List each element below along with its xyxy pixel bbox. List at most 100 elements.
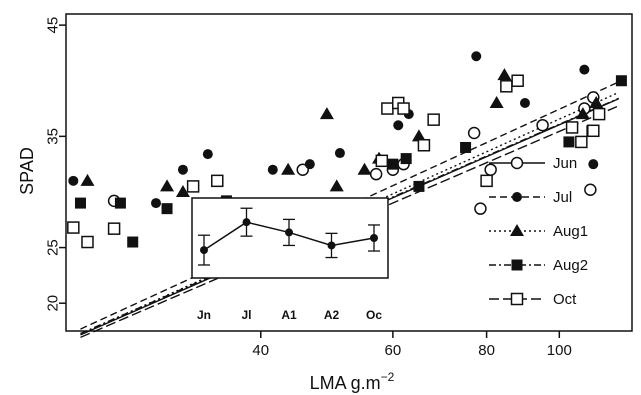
- inset-frame: [191, 197, 389, 279]
- point-jun: [369, 167, 383, 181]
- inset-label-jn: Jn: [197, 308, 211, 322]
- point-aug1: [160, 179, 175, 192]
- point-aug1: [329, 179, 344, 192]
- point-oct: [107, 222, 121, 235]
- x-axis: 40 60 80 100: [252, 331, 572, 359]
- x-axis-title-text: LMA g.m: [310, 373, 381, 393]
- point-aug2: [127, 236, 139, 248]
- point-jul: [393, 120, 404, 131]
- inset-label-jl: Jl: [241, 308, 251, 322]
- point-jun: [467, 126, 481, 140]
- inset-point: [285, 228, 293, 237]
- x-axis-title: LMA g.m−2: [310, 370, 395, 393]
- inset-label-a2: A2: [324, 308, 340, 322]
- point-aug1: [589, 95, 604, 108]
- point-oct: [565, 121, 579, 134]
- point-jun: [536, 118, 549, 132]
- y-tick-label-20: 20: [45, 295, 62, 312]
- point-oct: [427, 113, 440, 126]
- y-tick-label-45: 45: [45, 17, 62, 34]
- point-aug1: [319, 107, 334, 120]
- legend-label-aug1: Aug1: [553, 223, 588, 240]
- inset-point: [200, 246, 208, 255]
- plot-frame: [65, 13, 633, 332]
- point-oct: [575, 135, 588, 149]
- point-oct: [397, 102, 410, 115]
- data-markers: [67, 51, 627, 249]
- legend-label-oct: Oct: [553, 291, 577, 308]
- point-oct: [511, 74, 524, 87]
- point-aug1: [357, 162, 372, 175]
- point-oct: [67, 221, 80, 234]
- point-jun: [584, 183, 597, 196]
- point-oct: [211, 174, 224, 188]
- point-aug2: [74, 197, 86, 209]
- point-jul: [579, 64, 590, 75]
- legend-marker-aug2: [511, 259, 523, 271]
- legend-label-aug2: Aug2: [553, 257, 588, 274]
- x-tick-label-80: 80: [478, 342, 495, 359]
- point-jul: [588, 159, 599, 170]
- point-oct: [375, 154, 389, 168]
- point-aug2: [161, 203, 173, 215]
- point-jul: [151, 198, 162, 209]
- point-jul: [177, 164, 188, 175]
- x-tick-label-60: 60: [385, 342, 402, 359]
- point-aug2: [413, 180, 425, 192]
- legend-marker-oct: [510, 292, 524, 306]
- point-oct: [480, 174, 493, 188]
- point-aug2: [615, 75, 627, 87]
- point-aug2: [460, 141, 472, 153]
- point-jul: [267, 164, 278, 175]
- point-jul: [334, 148, 345, 159]
- point-aug1: [281, 162, 296, 175]
- point-aug1: [489, 95, 504, 108]
- inset-label-oc: Oc: [366, 308, 382, 322]
- x-axis-title-superscript: −2: [381, 370, 395, 384]
- point-oct: [592, 107, 606, 121]
- point-aug2: [114, 197, 126, 209]
- point-aug2: [563, 136, 575, 148]
- inset-point: [370, 234, 378, 242]
- point-oct: [417, 138, 431, 152]
- inset-label-a1: A1: [281, 308, 297, 322]
- point-aug1: [411, 129, 426, 142]
- legend-marker-aug1: [510, 224, 524, 236]
- point-jul: [68, 175, 79, 186]
- point-oct: [587, 124, 600, 138]
- legend-marker-jul: [512, 192, 522, 202]
- point-jun: [474, 202, 487, 215]
- point-oct: [500, 80, 513, 93]
- inset-point: [242, 218, 251, 227]
- legend-label-jul: Jul: [553, 189, 572, 206]
- legend-marker-jun: [510, 156, 524, 170]
- x-tick-label-40: 40: [252, 342, 269, 359]
- point-jun: [484, 163, 497, 176]
- legend-label-jun: Jun: [553, 155, 577, 172]
- y-tick-label-35: 35: [45, 128, 62, 145]
- point-jun: [296, 163, 309, 176]
- inset-point: [327, 241, 336, 250]
- x-tick-label-100: 100: [547, 342, 572, 359]
- point-aug1: [497, 68, 512, 81]
- point-oct: [186, 180, 200, 193]
- point-aug1: [175, 184, 190, 197]
- main-plot: [65, 13, 633, 332]
- y-axis-title: SPAD: [17, 147, 37, 195]
- fit-line-aug1: [80, 91, 619, 335]
- point-aug2: [400, 153, 412, 165]
- point-jul: [471, 51, 482, 62]
- inset-chart: Jn Jl A1 A2 Oc: [191, 197, 389, 322]
- point-jul: [202, 149, 213, 160]
- point-jul: [304, 159, 315, 170]
- point-aug1: [575, 107, 590, 120]
- point-oct: [81, 235, 94, 249]
- y-axis: 20 25 35 45: [45, 17, 66, 312]
- point-jul: [519, 97, 530, 108]
- point-aug2: [387, 158, 399, 170]
- y-tick-label-25: 25: [45, 239, 62, 256]
- point-oct: [381, 102, 394, 115]
- legend: Jun Jul Aug1 Aug2 Oct: [489, 155, 588, 308]
- point-aug1: [80, 173, 95, 186]
